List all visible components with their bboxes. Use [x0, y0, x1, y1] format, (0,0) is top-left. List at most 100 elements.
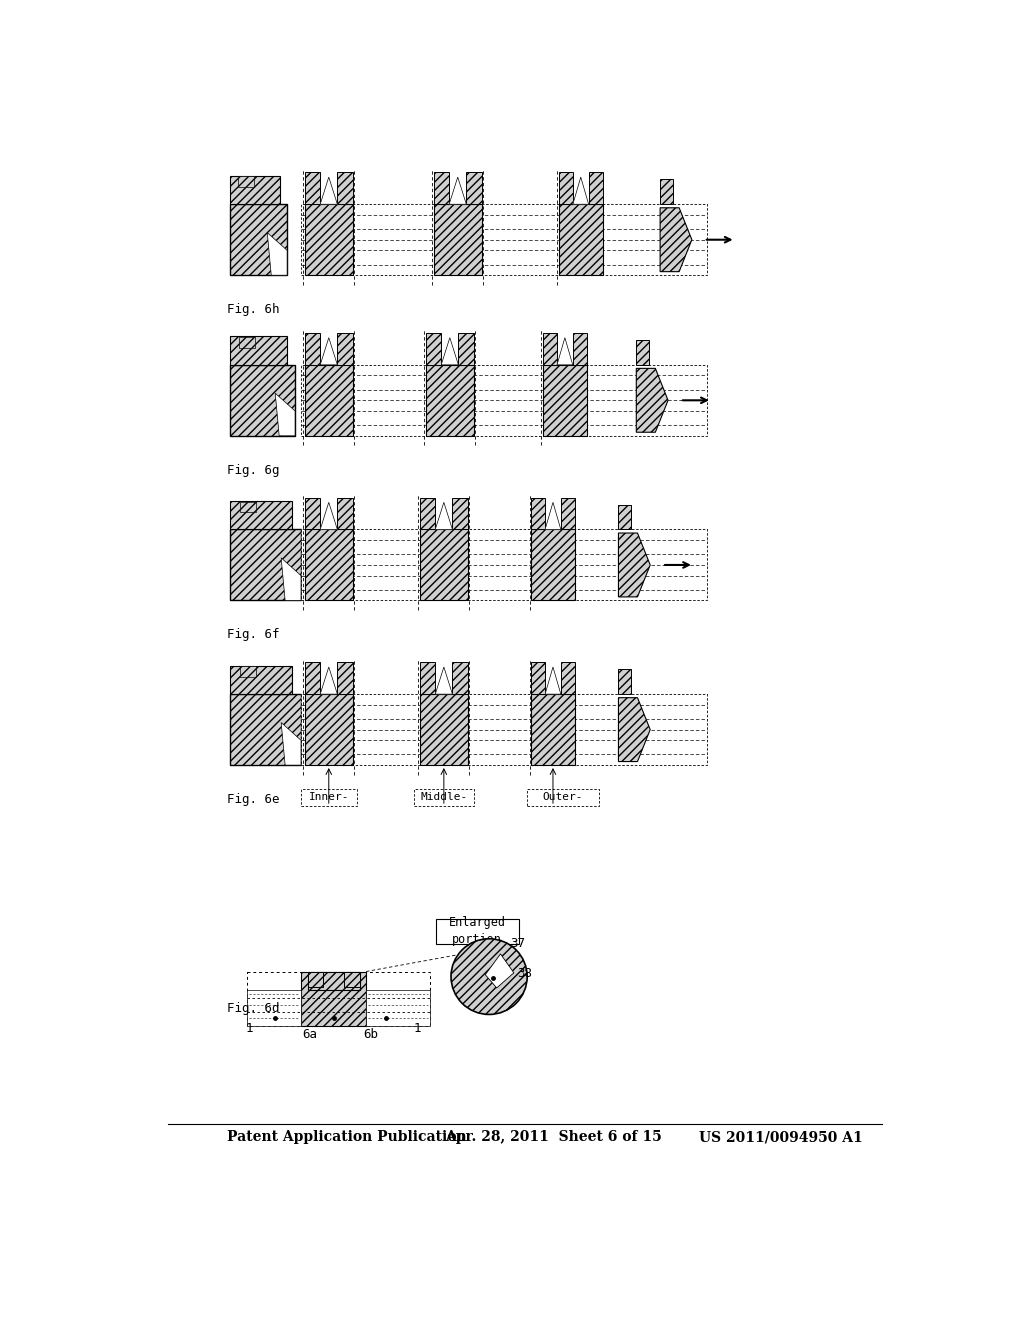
Bar: [305, 364, 352, 436]
Text: Fig. 6g: Fig. 6g: [227, 463, 280, 477]
Bar: [337, 663, 352, 694]
Polygon shape: [545, 667, 561, 694]
Bar: [301, 205, 708, 275]
Text: Fig. 6h: Fig. 6h: [227, 304, 280, 315]
Bar: [531, 694, 574, 766]
Bar: [229, 176, 281, 205]
Bar: [305, 205, 352, 275]
Text: 6a: 6a: [302, 1028, 317, 1040]
Polygon shape: [660, 207, 692, 272]
Bar: [559, 173, 572, 205]
Bar: [305, 663, 321, 694]
Polygon shape: [321, 338, 337, 364]
Polygon shape: [321, 338, 337, 364]
Bar: [459, 333, 474, 364]
Bar: [559, 205, 602, 275]
Bar: [414, 789, 474, 807]
Bar: [589, 173, 602, 205]
Bar: [229, 529, 301, 601]
Polygon shape: [441, 338, 459, 364]
Bar: [241, 667, 256, 677]
Polygon shape: [321, 503, 337, 529]
Text: Enlarged
portion: Enlarged portion: [449, 916, 506, 946]
Bar: [301, 694, 708, 766]
Bar: [453, 498, 468, 529]
Text: Apr. 28, 2011  Sheet 6 of 15: Apr. 28, 2011 Sheet 6 of 15: [445, 1130, 663, 1144]
Text: Middle-: Middle-: [420, 792, 468, 803]
Polygon shape: [282, 722, 301, 766]
Text: Fig. 6d: Fig. 6d: [227, 1002, 280, 1015]
Bar: [241, 502, 256, 512]
Bar: [305, 333, 321, 364]
Bar: [240, 337, 255, 347]
Text: Fig. 6f: Fig. 6f: [227, 628, 280, 642]
Bar: [305, 498, 321, 529]
Bar: [229, 665, 293, 694]
Polygon shape: [485, 954, 514, 987]
Bar: [420, 663, 435, 694]
Bar: [660, 180, 673, 205]
Bar: [337, 498, 352, 529]
Bar: [301, 364, 708, 436]
Bar: [420, 498, 435, 529]
Polygon shape: [545, 503, 561, 529]
Polygon shape: [572, 177, 589, 205]
Polygon shape: [441, 338, 459, 364]
Bar: [337, 333, 352, 364]
Bar: [543, 364, 587, 436]
Text: US 2011/0094950 A1: US 2011/0094950 A1: [699, 1130, 863, 1144]
Bar: [239, 177, 254, 187]
Bar: [344, 972, 359, 987]
Bar: [434, 173, 450, 205]
Bar: [301, 972, 367, 1027]
Bar: [301, 789, 356, 807]
Polygon shape: [321, 177, 337, 205]
Text: Outer-: Outer-: [543, 792, 583, 803]
Bar: [305, 529, 352, 601]
Polygon shape: [450, 177, 466, 205]
Text: Fig. 6e: Fig. 6e: [227, 793, 280, 805]
Polygon shape: [435, 503, 453, 529]
Bar: [434, 205, 481, 275]
Polygon shape: [557, 338, 572, 364]
Bar: [307, 972, 324, 987]
Bar: [561, 663, 574, 694]
Polygon shape: [275, 393, 295, 436]
Bar: [247, 972, 430, 1027]
Bar: [305, 173, 321, 205]
Bar: [229, 502, 293, 529]
Bar: [527, 789, 599, 807]
Polygon shape: [545, 667, 561, 694]
Polygon shape: [557, 338, 572, 364]
Bar: [229, 205, 287, 275]
Bar: [305, 694, 352, 766]
Bar: [426, 333, 441, 364]
Bar: [636, 341, 649, 364]
Bar: [531, 529, 574, 601]
Bar: [531, 663, 545, 694]
Bar: [572, 333, 587, 364]
Polygon shape: [545, 503, 561, 529]
Polygon shape: [282, 558, 301, 601]
Bar: [229, 364, 295, 436]
Bar: [436, 919, 519, 944]
Bar: [453, 663, 468, 694]
Bar: [229, 694, 301, 766]
Text: 1: 1: [246, 1022, 253, 1035]
Bar: [618, 504, 631, 529]
Polygon shape: [636, 368, 668, 432]
Text: Inner-: Inner-: [308, 792, 349, 803]
Bar: [307, 972, 359, 990]
Bar: [426, 364, 474, 436]
Polygon shape: [618, 698, 650, 762]
Bar: [543, 333, 557, 364]
Polygon shape: [435, 667, 453, 694]
Text: 38: 38: [518, 968, 532, 981]
Polygon shape: [618, 533, 650, 597]
Bar: [531, 498, 545, 529]
Bar: [229, 337, 287, 364]
Polygon shape: [572, 177, 589, 205]
Polygon shape: [321, 667, 337, 694]
Bar: [367, 990, 430, 1027]
Bar: [420, 529, 468, 601]
